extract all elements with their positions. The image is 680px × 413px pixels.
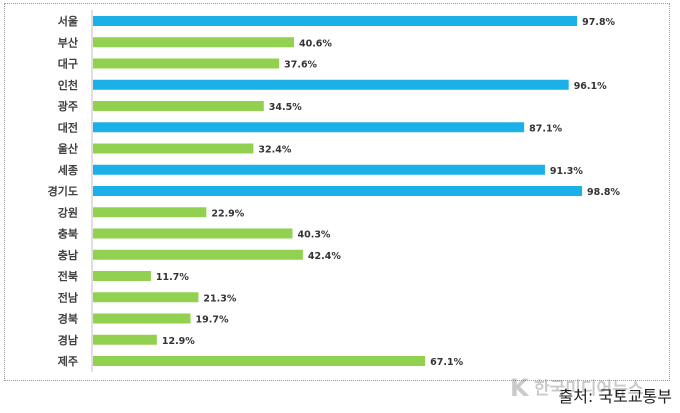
bar	[93, 37, 294, 48]
value-label: 40.3%	[297, 230, 330, 241]
value-label: 42.4%	[308, 251, 341, 262]
category-label: 경북	[58, 312, 78, 326]
value-label: 96.1%	[574, 81, 607, 92]
category-label: 대구	[58, 57, 78, 71]
category-label: 제주	[58, 354, 78, 368]
category-label: 전북	[58, 269, 78, 283]
svg-text:한국미디어뉴스: 한국미디어뉴스	[534, 379, 644, 399]
bar	[93, 271, 151, 281]
value-label: 97.8%	[582, 17, 615, 28]
value-label: 87.1%	[529, 123, 562, 134]
watermark-logo: K 한국미디어뉴스	[510, 374, 644, 402]
category-label: 경기도	[48, 184, 78, 198]
bars-layer: 서울 97.8% 부산 40.6% 대구 37.6% 인천 96.1% 광주 34.5% 대전 87.…	[48, 14, 621, 368]
value-label: 98.8%	[587, 187, 620, 198]
category-label: 강원	[58, 205, 78, 219]
category-label: 세종	[58, 163, 78, 177]
bar	[93, 207, 207, 218]
bar	[93, 58, 280, 69]
bar	[93, 79, 569, 90]
category-label: 충북	[58, 227, 78, 241]
bar	[93, 249, 303, 260]
category-label: 경남	[58, 333, 78, 347]
bar	[93, 313, 191, 324]
category-label: 전남	[58, 290, 78, 304]
category-label: 충남	[58, 248, 78, 262]
bar	[93, 16, 578, 26]
value-label: 34.5%	[269, 102, 302, 113]
value-label: 40.6%	[299, 38, 332, 49]
bar	[93, 101, 264, 111]
bar	[93, 356, 426, 366]
value-label: 91.3%	[550, 166, 583, 177]
value-label: 19.7%	[196, 315, 229, 326]
source-note: 출처: 국토교통부	[558, 387, 672, 406]
category-label: 인천	[58, 78, 78, 92]
value-label: 21.3%	[203, 293, 236, 304]
bar	[93, 122, 525, 133]
chart-frame	[4, 3, 670, 381]
bar	[93, 164, 545, 175]
svg-text:K: K	[510, 374, 530, 402]
value-label: 11.7%	[156, 272, 189, 283]
bar	[93, 292, 199, 303]
category-label: 부산	[58, 35, 78, 49]
bar	[93, 186, 583, 196]
value-label: 22.9%	[211, 208, 244, 219]
value-label: 12.9%	[162, 336, 195, 347]
value-label: 37.6%	[284, 60, 317, 71]
category-label: 대전	[58, 120, 78, 134]
category-label: 서울	[58, 14, 78, 28]
bar	[93, 228, 293, 239]
value-label: 67.1%	[430, 357, 463, 368]
category-label: 광주	[58, 100, 78, 113]
bar	[93, 143, 254, 154]
value-label: 32.4%	[258, 145, 291, 156]
bar	[93, 334, 157, 345]
category-label: 울산	[58, 142, 78, 156]
